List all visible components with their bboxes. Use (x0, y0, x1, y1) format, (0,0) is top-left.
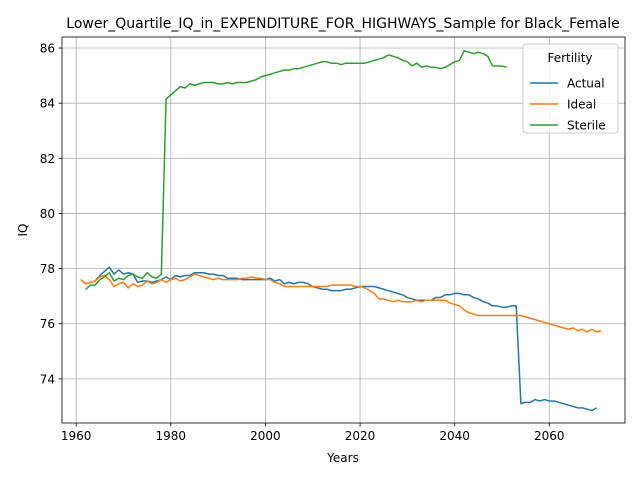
x-tick-label: 2000 (250, 429, 281, 443)
series-lines (80, 50, 602, 412)
y-axis-label: IQ (16, 224, 30, 237)
y-tick-label: 76 (40, 317, 55, 331)
y-tick-label: 86 (40, 42, 55, 56)
legend-box (522, 43, 619, 134)
series-line-sterile (85, 50, 507, 290)
series-line-actual (80, 266, 597, 412)
x-tick-label: 1980 (156, 429, 187, 443)
legend-label: Sterile (567, 119, 606, 133)
y-tick-label: 82 (40, 152, 55, 166)
legend-items: Actual Ideal Sterile (530, 77, 606, 133)
x-axis-label: Years (326, 451, 359, 465)
series-line-ideal (80, 273, 602, 333)
x-tick-label: 2040 (439, 429, 470, 443)
x-tick-label: 2060 (534, 429, 565, 443)
legend-label: Ideal (567, 98, 596, 112)
chart-title: Lower_Quartile_IQ_in_EXPENDITURE_FOR_HIG… (66, 16, 619, 32)
legend-title: Fertility (547, 51, 592, 65)
y-tick-label: 78 (40, 262, 55, 276)
x-tick-label: 1960 (61, 429, 92, 443)
plot-frame (61, 36, 626, 424)
legend-label: Actual (567, 77, 605, 91)
y-tick-label: 84 (40, 97, 55, 111)
x-tick-label: 2020 (345, 429, 376, 443)
y-tick-label: 80 (40, 207, 55, 221)
x-axis-ticks: 1960 1980 2000 2020 2040 2060 (61, 423, 565, 443)
legend: Fertility Actual Ideal Sterile (522, 43, 619, 134)
y-tick-label: 74 (40, 372, 55, 386)
y-axis-ticks: 74 76 78 80 82 84 86 (40, 42, 62, 386)
